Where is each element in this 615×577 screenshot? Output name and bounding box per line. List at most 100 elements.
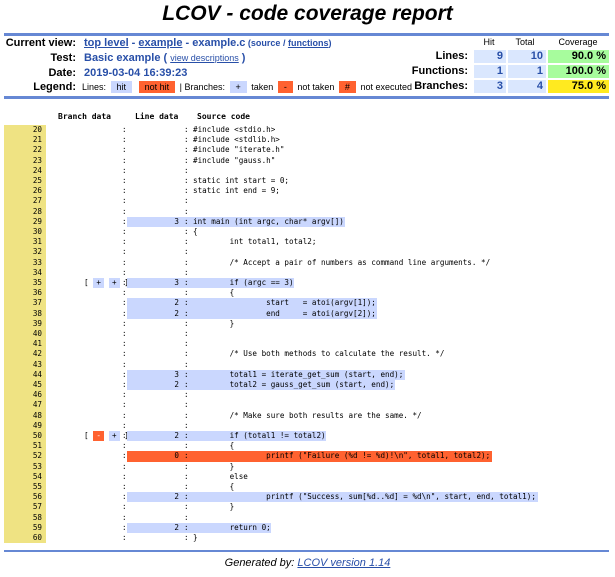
legend-taken-label: taken (251, 82, 274, 92)
column-separator: : (122, 482, 127, 491)
footer: Generated by: LCOV version 1.14 (0, 557, 615, 569)
source-text: #include "iterate.h" (193, 145, 285, 155)
source-line: 51:: { (0, 441, 615, 452)
line-number: 28 (4, 206, 46, 217)
stats-branches-total: 4 (508, 80, 546, 93)
source-text: } (193, 318, 235, 328)
branch-taken-marker: + (108, 431, 120, 442)
legend-lines-label: Lines: (82, 82, 107, 92)
breadcrumb-top-level-link[interactable]: top level (84, 37, 129, 49)
paren: ) (238, 52, 246, 64)
line-number: 25 (4, 176, 46, 187)
column-separator: : (184, 471, 189, 481)
source-line: 35[ + + ]:3: if (argc == 3) (0, 278, 615, 289)
source-line: 23:: #include "gauss.h" (0, 155, 615, 166)
source-view-label: source (250, 38, 281, 48)
stats-col-hit: Hit (483, 37, 495, 47)
lcov-version-link[interactable]: LCOV version 1.14 (297, 557, 391, 569)
column-separator: : (184, 267, 189, 277)
source-line: 25:: static int start = 0; (0, 176, 615, 187)
source-line: 37:2: start = atoi(argv[1]); (0, 298, 615, 309)
stats-branches-hit: 3 (474, 80, 506, 93)
column-separator: : (184, 349, 189, 359)
line-number: 23 (4, 155, 46, 166)
column-separator: : (122, 237, 127, 247)
column-separator: : (122, 492, 127, 502)
column-separator: : (184, 482, 189, 491)
column-separator: : (184, 461, 189, 471)
view-descriptions-link[interactable]: view descriptions (170, 53, 239, 63)
date-label: Date: (48, 67, 76, 79)
column-separator: : (122, 308, 127, 318)
column-separator: : (122, 135, 127, 145)
breadcrumb-example-link[interactable]: example (138, 37, 183, 49)
header-top-rule (4, 33, 609, 36)
column-separator: : (122, 390, 127, 400)
line-hit-highlight (127, 216, 345, 227)
hit-count: 2 (174, 298, 179, 308)
column-separator: : (122, 359, 127, 369)
column-separator: : (122, 176, 127, 185)
source-line: 49:: (0, 420, 615, 431)
column-separator: : (184, 206, 189, 216)
line-number: 41 (4, 339, 46, 350)
line-number: 33 (4, 257, 46, 268)
column-separator: : (184, 533, 189, 542)
source-text: else (193, 471, 248, 481)
line-number: 26 (4, 186, 46, 197)
column-separator: : (184, 288, 189, 298)
source-line: 41:: (0, 339, 615, 350)
source-text: if (argc == 3) (193, 278, 294, 287)
breadcrumb-separator: - (128, 37, 139, 49)
line-number: 35 (4, 278, 46, 289)
date-value: 2019-03-04 16:39:23 (84, 67, 188, 79)
paren: ( (160, 52, 171, 64)
legend-label: Legend: (33, 81, 76, 93)
branch-data: [ + + ] (84, 278, 129, 289)
source-text: /* Accept a pair of numbers as command l… (193, 257, 491, 267)
source-line: 58:: (0, 512, 615, 523)
column-separator: : (184, 196, 189, 206)
column-separator: : (122, 400, 127, 410)
hit-count: 2 (174, 522, 179, 532)
line-number: 38 (4, 308, 46, 319)
column-separator: : (184, 165, 189, 175)
column-separator: : (122, 522, 127, 532)
source-line: 26:: static int end = 9; (0, 186, 615, 197)
footer-rule (4, 550, 609, 552)
source-line: 31:: int total1, total2; (0, 237, 615, 248)
column-separator: : (122, 461, 127, 471)
header-bottom-rule (4, 96, 609, 99)
legend-not-executed-swatch: # (338, 81, 356, 93)
line-number: 58 (4, 512, 46, 523)
column-separator: : (122, 257, 127, 267)
column-separator: : (122, 247, 127, 257)
line-number: 30 (4, 227, 46, 238)
line-hit-highlight (127, 492, 538, 503)
line-number: 32 (4, 247, 46, 258)
functions-view-link[interactable]: functions (287, 38, 329, 48)
line-number: 51 (4, 441, 46, 452)
stats-col-coverage: Coverage (558, 37, 598, 47)
line-hit-highlight (127, 278, 295, 289)
source-line: 53:: } (0, 461, 615, 472)
test-label-cell: Test: (0, 51, 76, 65)
column-separator: : (184, 329, 189, 338)
column-separator: : (122, 380, 127, 389)
hit-count: 3 (174, 278, 179, 287)
line-number: 54 (4, 471, 46, 482)
legend-branches-label: | Branches: (179, 82, 225, 92)
line-number: 55 (4, 482, 46, 493)
source-line: 28:: (0, 206, 615, 217)
source-line: 47:: (0, 400, 615, 411)
line-number: 56 (4, 492, 46, 503)
source-line: 24:: (0, 165, 615, 176)
source-line: 32:: (0, 247, 615, 258)
column-separator: : (122, 339, 127, 349)
source-line: 42:: /* Use both methods to calculate th… (0, 349, 615, 360)
line-number: 59 (4, 522, 46, 533)
line-number: 60 (4, 533, 46, 544)
column-separator: : (122, 298, 127, 308)
stats-functions-label: Functions: (411, 65, 468, 77)
hit-count: 0 (174, 451, 179, 461)
